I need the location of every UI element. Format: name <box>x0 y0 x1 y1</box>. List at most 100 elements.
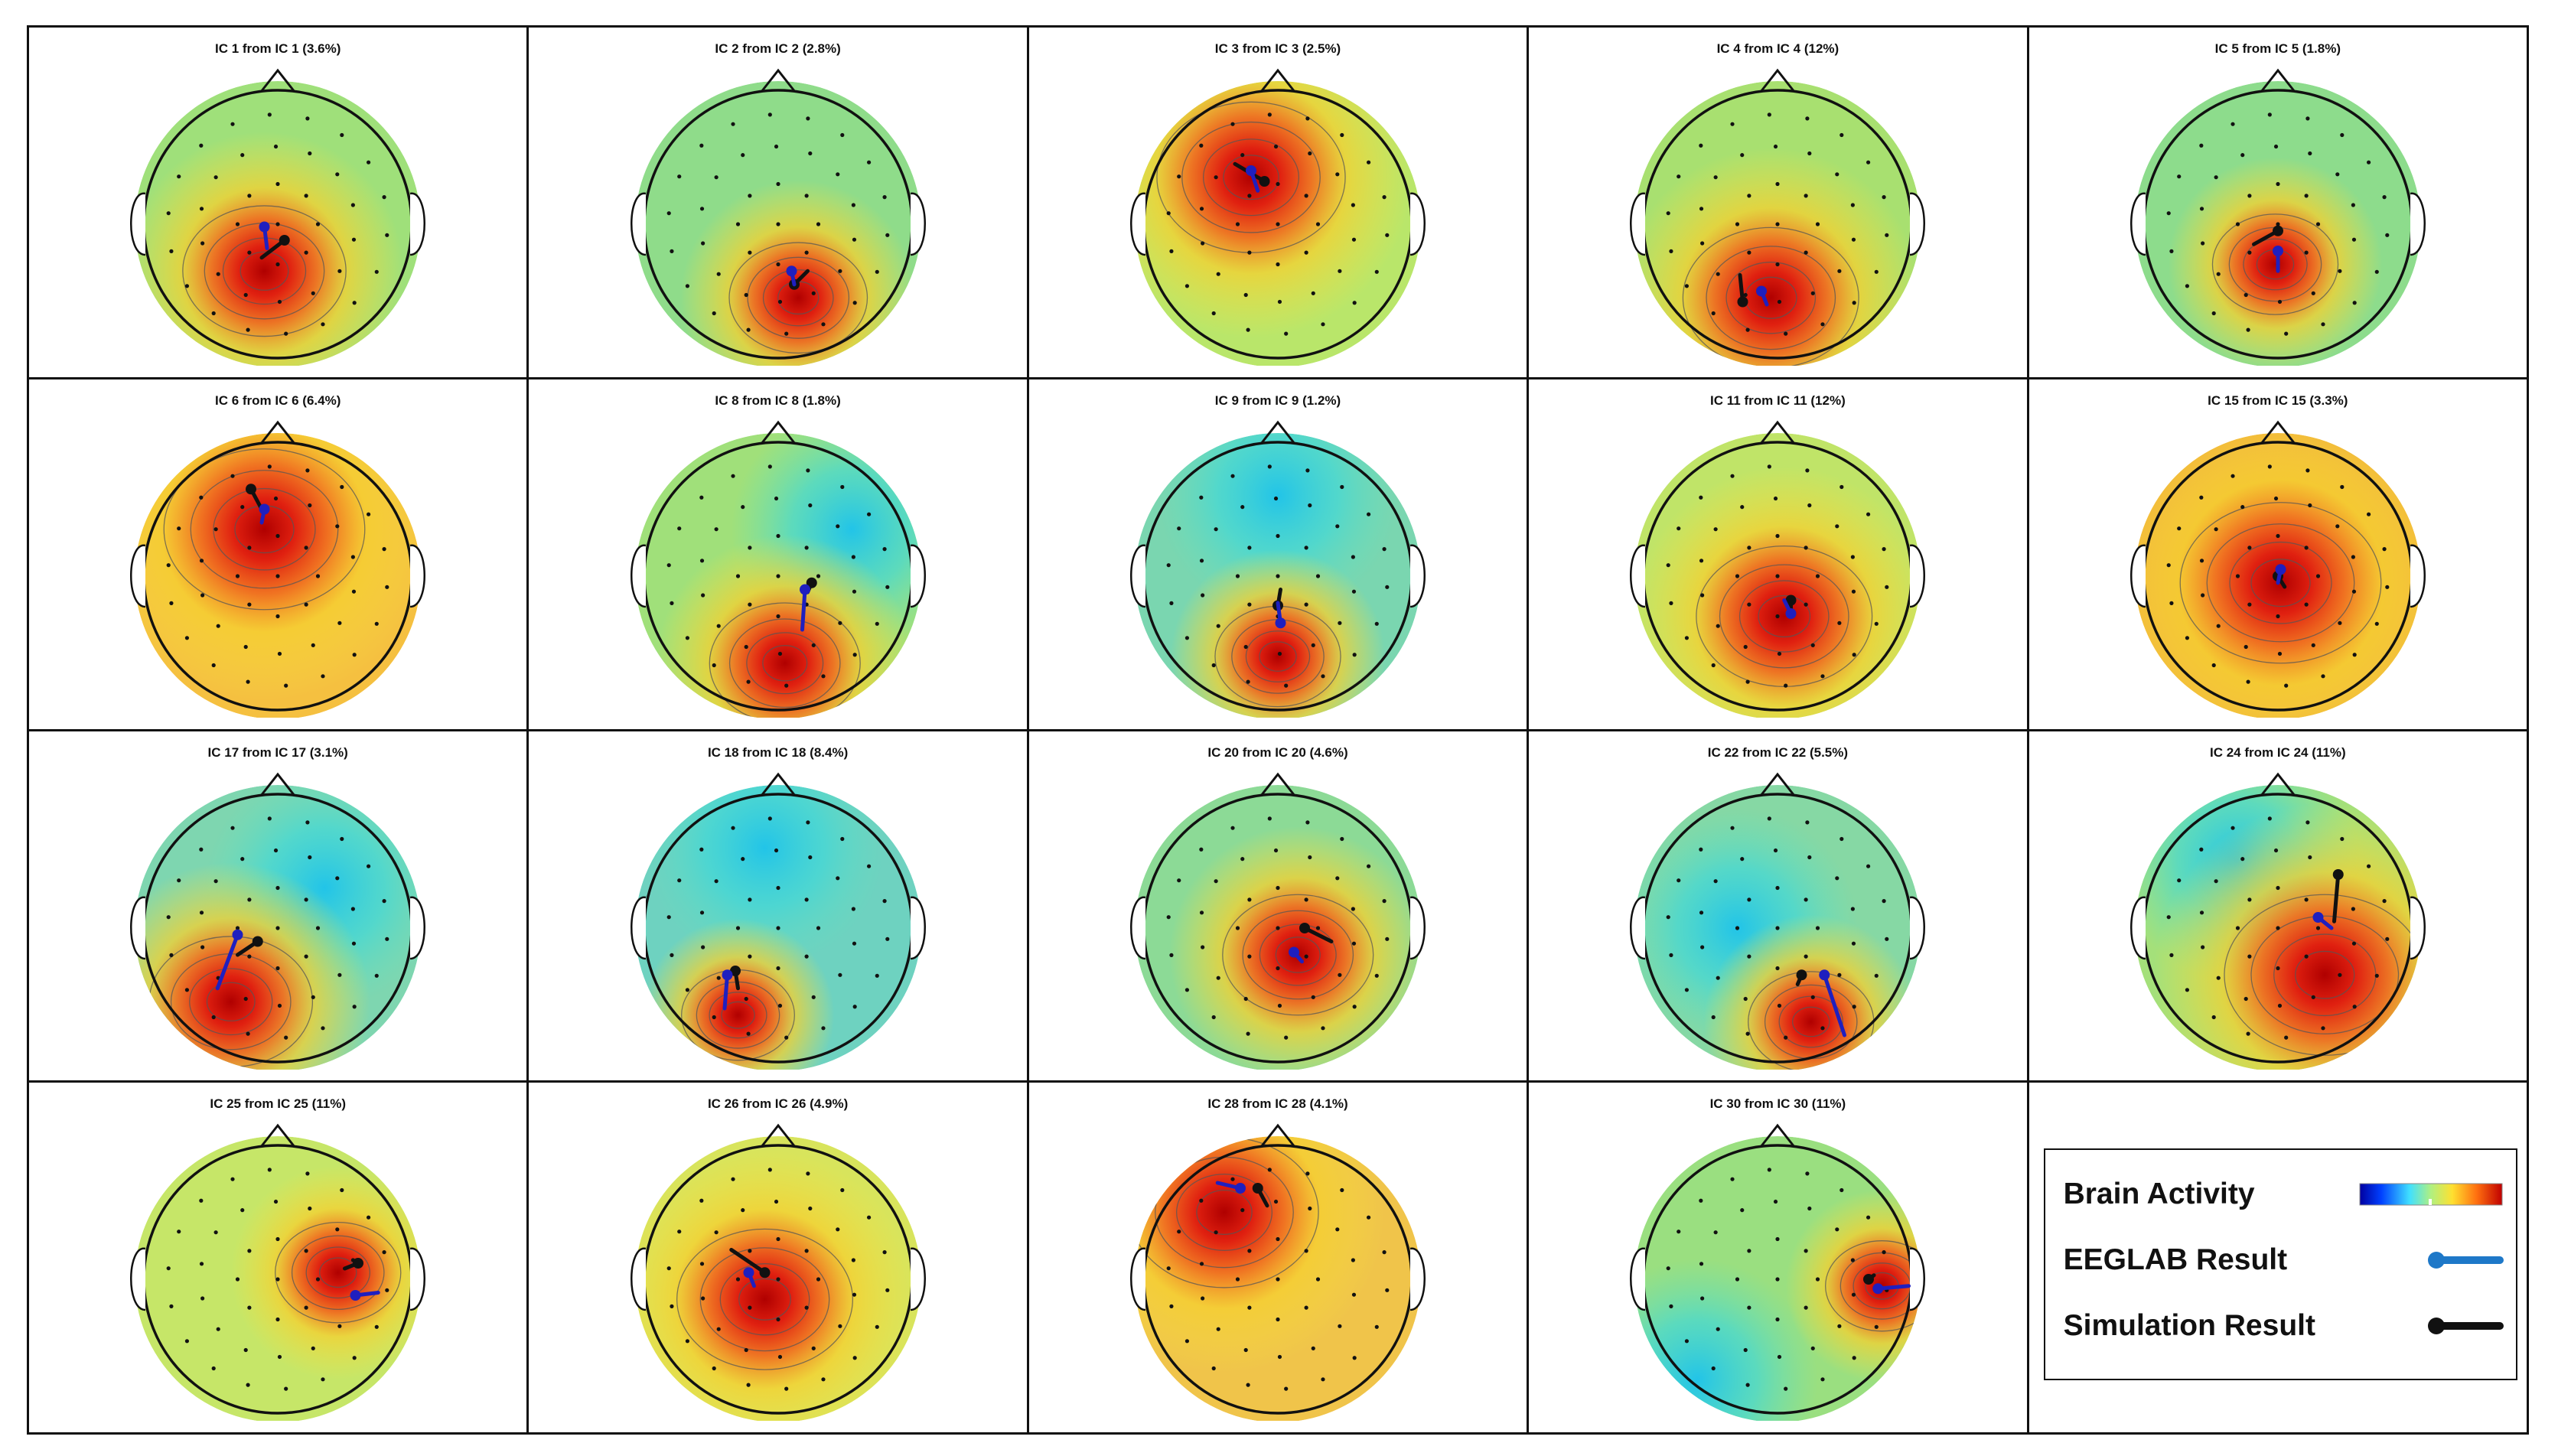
electrode <box>2277 1003 2282 1008</box>
electrode <box>746 327 751 332</box>
simulation-dipole-head <box>759 1267 771 1278</box>
electrode <box>1247 194 1252 198</box>
electrode <box>2305 819 2310 824</box>
contour-line <box>699 1247 829 1352</box>
electrode <box>1177 526 1181 531</box>
electrode <box>676 174 681 179</box>
electrode <box>774 848 778 852</box>
electrode <box>1745 1383 1751 1387</box>
nose <box>1259 1123 1296 1148</box>
electrode <box>2382 546 2387 551</box>
electrode <box>382 898 386 903</box>
electrode <box>1816 1277 1820 1282</box>
electrode <box>2283 683 2289 688</box>
left-ear <box>1129 896 1146 959</box>
electrode <box>278 1003 282 1008</box>
electrode <box>1713 526 1719 532</box>
electrode <box>267 464 272 469</box>
electrode <box>2338 269 2342 273</box>
electrode <box>1199 495 1204 500</box>
electrode <box>1743 1348 1748 1353</box>
electrode <box>1374 973 1379 978</box>
electrode <box>1201 241 1205 246</box>
electrode <box>230 474 235 478</box>
electrode <box>275 1237 280 1242</box>
electrode <box>304 250 308 255</box>
electrode <box>213 526 218 532</box>
right-ear <box>910 1247 926 1311</box>
electrode <box>804 1305 809 1310</box>
electrode <box>1374 269 1379 274</box>
electrode <box>2247 602 2252 607</box>
electrode <box>775 614 780 618</box>
electrode <box>247 954 252 959</box>
electrode <box>1743 996 1748 1001</box>
electrode <box>267 1168 272 1172</box>
electrode <box>1166 211 1171 216</box>
electrode <box>1784 1035 1788 1040</box>
electrode <box>804 897 809 901</box>
electrode <box>1214 526 1218 532</box>
nose <box>1760 772 1796 796</box>
scalp-topoplot <box>130 772 426 1070</box>
electrode <box>1775 262 1780 267</box>
electrode <box>1374 1324 1379 1330</box>
electrode <box>885 585 889 589</box>
electrode <box>2276 533 2280 538</box>
electrode <box>2307 855 2312 859</box>
electrode <box>839 484 844 489</box>
contour-line <box>761 644 807 682</box>
electrode <box>699 1262 704 1266</box>
electrode <box>1743 644 1748 649</box>
electrode <box>2235 222 2240 226</box>
electrode <box>1851 203 1856 207</box>
electrode <box>2231 826 2235 830</box>
electrode <box>852 301 857 305</box>
electrode <box>337 1324 342 1329</box>
electrode <box>2235 925 2240 930</box>
electrode <box>1304 1249 1308 1253</box>
electrode <box>699 1198 704 1204</box>
electrode <box>2352 301 2357 305</box>
electrode <box>1211 1366 1216 1371</box>
electrode <box>2305 116 2310 121</box>
simulation-dipole-icon <box>2427 1318 2504 1335</box>
electrode <box>1805 819 1810 824</box>
electrode <box>1730 474 1735 478</box>
topoplot-cell: IC 2 from IC 2 (2.8%) <box>529 28 1029 379</box>
electrode <box>199 495 204 500</box>
eeglab-dipole-head <box>1288 946 1299 957</box>
electrode <box>274 848 279 852</box>
electrode <box>1740 1208 1745 1213</box>
electrode <box>2311 995 2315 999</box>
electrode <box>875 621 879 626</box>
electrode <box>1811 1346 1816 1351</box>
electrode <box>340 484 344 489</box>
electrode <box>1235 925 1240 930</box>
electrode <box>2351 906 2355 911</box>
eeglab-dipole-head <box>259 221 270 233</box>
map-title: IC 22 from IC 22 (5.5%) <box>1707 744 1849 760</box>
electrode <box>1240 1208 1245 1213</box>
electrode <box>1214 878 1218 883</box>
electrode <box>243 996 248 1001</box>
electrode <box>699 558 704 563</box>
electrode <box>1747 194 1751 198</box>
electrode <box>1311 995 1315 999</box>
electrode <box>2231 122 2235 126</box>
electrode <box>1247 954 1252 959</box>
electrode <box>1366 512 1371 516</box>
electrode <box>805 468 810 473</box>
electrode <box>1866 1215 1871 1220</box>
electrode <box>804 194 809 198</box>
electrode <box>1216 624 1220 628</box>
electrode <box>716 1327 721 1332</box>
electrode <box>382 195 386 200</box>
electrode <box>199 847 204 852</box>
electrode <box>2352 1004 2357 1008</box>
electrode <box>166 562 171 568</box>
electrode <box>1169 953 1174 957</box>
contour-line <box>163 448 366 611</box>
electrode <box>1315 222 1321 226</box>
map-title: IC 28 from IC 28 (4.1%) <box>1207 1096 1348 1112</box>
